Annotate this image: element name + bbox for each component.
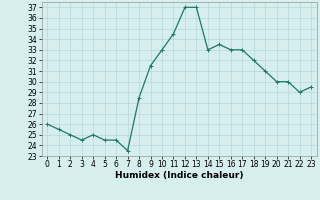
X-axis label: Humidex (Indice chaleur): Humidex (Indice chaleur) <box>115 171 244 180</box>
